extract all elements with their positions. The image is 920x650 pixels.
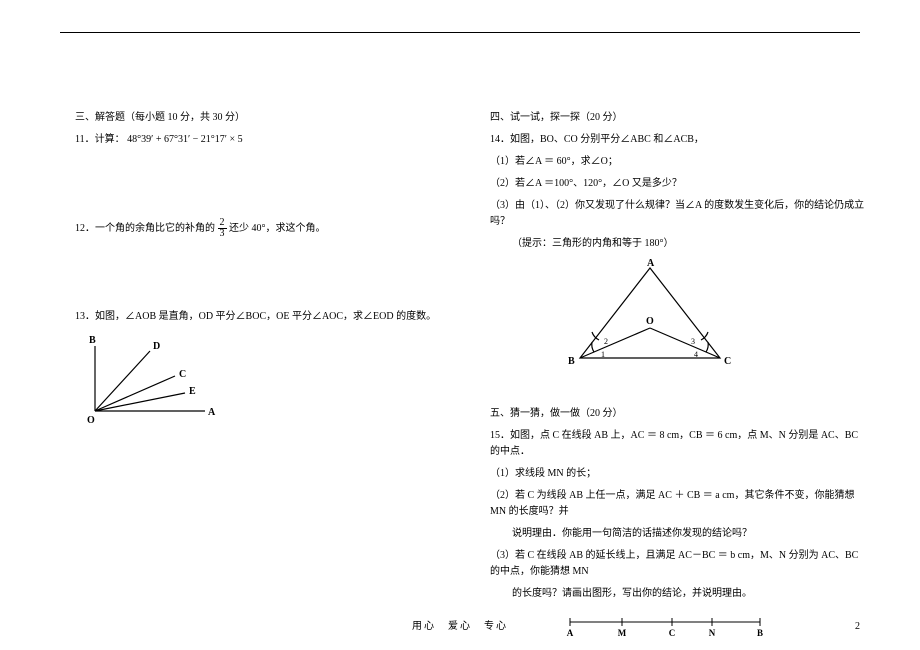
q12-tail: 还少 40°，求这个角。 [229,223,326,234]
fig13-C: C [179,369,186,380]
q12-block: 12．一个角的余角比它的补角的 2 3 还少 40°，求这个角。 [75,218,455,239]
q15-2a: （2）若 C 为线段 AB 上任一点，满足 AC ＋ CB ＝ a cm，其它条… [490,488,870,520]
fig14-A: A [647,258,655,269]
q11-label: 11．计算： [75,134,125,145]
page-number: 2 [855,621,860,632]
section3-title: 三、解答题（每小题 10 分，共 30 分） [75,110,455,126]
fig14-O: O [646,316,654,327]
q14-3b: （提示：三角形的内角和等于 180°） [490,236,870,252]
q15-1: （1）求线段 MN 的长； [490,466,870,482]
fig14-1: 1 [601,350,605,359]
q15-3b: 的长度吗？请画出图形，写出你的结论，并说明理由。 [490,586,870,602]
q11: 11．计算： 48°39′ + 67°31′ − 21°17′ × 5 [75,132,455,148]
q12-frac: 2 3 [218,218,227,239]
q15-2b: 说明理由．你能用一句简洁的话描述你发现的结论吗？ [490,526,870,542]
q15a: 15．如图，点 C 在线段 AB 上，AC ＝ 8 cm，CB ＝ 6 cm，点… [490,428,870,460]
fig14-C: C [724,356,731,367]
section4-title: 四、试一试，探一探（20 分） [490,110,870,126]
fig13-B: B [89,335,96,346]
q14a: 14．如图，BO、CO 分别平分∠ABC 和∠ACB， [490,132,870,148]
fig13-O: O [87,415,95,426]
q14-1: （1）若∠A ＝ 60°，求∠O； [490,154,870,170]
q13: 13．如图，∠AOB 是直角，OD 平分∠BOC，OE 平分∠AOC，求∠EOD… [75,309,455,325]
figure-14: A B C O 1 2 3 4 [550,258,750,378]
figure-13: B D C E O A [75,331,225,426]
q12-frac-den: 3 [218,229,227,239]
top-rule [60,32,860,33]
fig13-E: E [189,386,196,397]
left-column: 三、解答题（每小题 10 分，共 30 分） 11．计算： 48°39′ + 6… [75,110,455,426]
right-column: 四、试一试，探一探（20 分） 14．如图，BO、CO 分别平分∠ABC 和∠A… [490,110,870,638]
fig14-4: 4 [694,350,698,359]
footer-text: 用心 爱心 专心 [0,617,920,632]
q12-head: 12．一个角的余角比它的补角的 [75,223,215,234]
q14-3a: （3）由（1）、（2）你又发现了什么规律？当∠A 的度数发生变化后，你的结论仍成… [490,198,870,230]
fig14-B: B [568,356,575,367]
section5-title: 五、猜一猜，做一做（20 分） [490,406,870,422]
fig13-A: A [208,407,216,418]
q13-block: 13．如图，∠AOB 是直角，OD 平分∠BOC，OE 平分∠AOC，求∠EOD… [75,309,455,426]
fig14-3: 3 [691,337,695,346]
q14-2: （2）若∠A ＝100°、120°，∠O 又是多少？ [490,176,870,192]
q12: 12．一个角的余角比它的补角的 2 3 还少 40°，求这个角。 [75,218,455,239]
fig13-D: D [153,341,160,352]
fig14-2: 2 [604,337,608,346]
q15-3a: （3）若 C 在线段 AB 的延长线上，且满足 AC－BC ＝ b cm，M、N… [490,548,870,580]
q11-expr: 48°39′ + 67°31′ − 21°17′ × 5 [127,134,242,145]
